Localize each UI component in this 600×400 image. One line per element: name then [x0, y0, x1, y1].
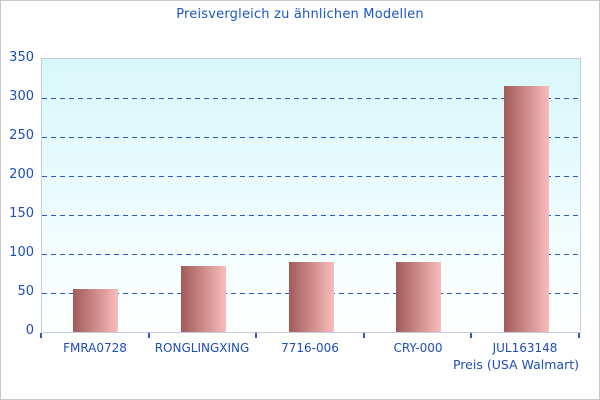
- x-tick-5: [578, 333, 580, 338]
- x-tick-2: [255, 333, 257, 338]
- chart-title: Preisvergleich zu ähnlichen Modellen: [176, 7, 424, 22]
- x-tick-4: [470, 333, 472, 338]
- x-category-label-CRY-000: CRY-000: [393, 341, 443, 355]
- gridline-y-100: [42, 254, 580, 255]
- gridline-y-250: [42, 137, 580, 138]
- y-tick-label-200: 200: [9, 167, 34, 182]
- plot-area: [41, 58, 581, 333]
- x-category-label-RONGLINGXING: RONGLINGXING: [154, 341, 250, 355]
- y-tick-label-150: 150: [9, 206, 34, 221]
- gridline-y-300: [42, 98, 580, 99]
- y-tick-label-50: 50: [17, 284, 34, 299]
- bar-JUL163148: [504, 86, 549, 332]
- bar-7716-006: [289, 262, 334, 332]
- y-tick-label-250: 250: [9, 128, 34, 143]
- x-category-label-7716-006: 7716-006: [281, 341, 339, 355]
- x-axis-title: Preis (USA Walmart): [453, 357, 579, 372]
- gridline-y-150: [42, 215, 580, 216]
- gridline-y-200: [42, 176, 580, 177]
- x-category-label-FMRA0728: FMRA0728: [63, 341, 127, 355]
- x-tick-1: [148, 333, 150, 338]
- bar-CRY-000: [396, 262, 441, 332]
- y-tick-label-350: 350: [9, 50, 34, 65]
- y-tick-label-0: 0: [25, 323, 34, 338]
- x-tick-3: [363, 333, 365, 338]
- y-tick-label-100: 100: [9, 245, 34, 260]
- bar-FMRA0728: [73, 289, 118, 332]
- x-category-label-JUL163148: JUL163148: [492, 341, 558, 355]
- bar-RONGLINGXING: [181, 266, 226, 332]
- x-tick-0: [40, 333, 42, 338]
- y-tick-label-300: 300: [9, 89, 34, 104]
